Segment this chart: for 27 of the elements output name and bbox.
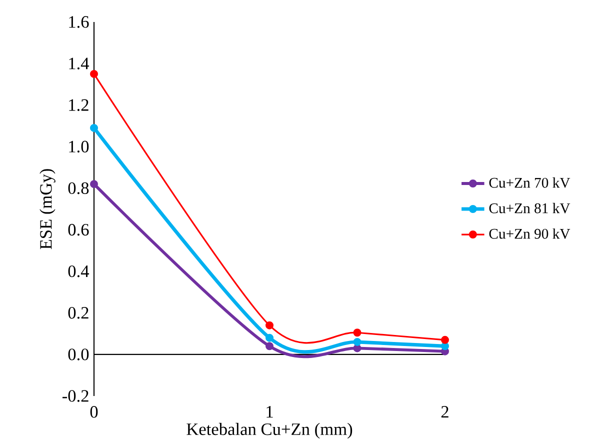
- point: [266, 321, 274, 330]
- y-tick-label: -0.2: [62, 390, 88, 402]
- point: [90, 180, 98, 188]
- x-axis-title: Ketebalan Cu+Zn (mm): [186, 422, 352, 439]
- y-tick-label: 1.4: [69, 58, 90, 70]
- legend-label: Cu+Zn 90 kV: [489, 228, 570, 239]
- y-tick-label: 0.8: [68, 182, 89, 194]
- y-tick-label: 0.2: [68, 307, 88, 319]
- point: [266, 342, 274, 350]
- legend-label: Cu+Zn 70 kV: [489, 177, 570, 188]
- y-tick-label: 1.0: [69, 140, 89, 153]
- point: [441, 336, 449, 344]
- y-tick-label: 0.0: [68, 348, 89, 360]
- point: [90, 70, 98, 78]
- x-tick-label: 2: [441, 406, 448, 418]
- legend-label: Cu+Zn 81 kV: [489, 202, 570, 214]
- x-tick-label: 0: [90, 406, 98, 418]
- y-tick-label: 0.6: [68, 224, 89, 236]
- y-axis-title: ESE (mGy): [40, 169, 56, 250]
- y-tick-label: 1.2: [69, 99, 88, 111]
- point: [353, 338, 362, 346]
- x-tick-label: 1: [266, 406, 273, 418]
- point: [353, 328, 362, 337]
- point: [266, 334, 274, 342]
- point: [90, 124, 98, 132]
- y-tick-label: 1.6: [69, 16, 89, 28]
- y-tick-label: 0.4: [68, 265, 90, 278]
